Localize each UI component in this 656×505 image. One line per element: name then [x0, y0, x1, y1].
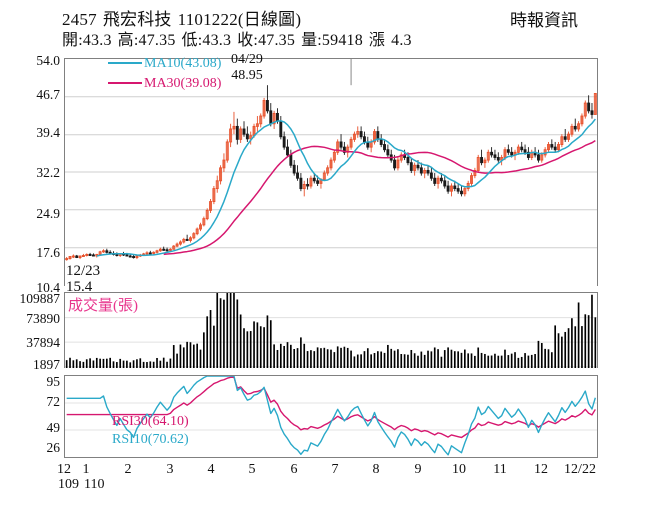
x-axis-tick-0: 12 [57, 462, 71, 477]
chart-header: 2457 飛宏科技 1101222(日線圖) 開:43.3 高:47.35 低:43.3… [0, 0, 656, 50]
x-axis-tick-3: 3 [166, 462, 174, 477]
ma30-color-swatch [108, 82, 142, 84]
header-quote-line: 開:43.3 高:47.35 低:43.3 收:47.35 量:59418 漲 4.3 [62, 26, 412, 50]
start-annotation-date: 12/23 [66, 263, 101, 279]
header-title-line: 2457 飛宏科技 1101222(日線圖) [62, 5, 301, 30]
peak-annotation-date: 04/29 [231, 52, 263, 67]
x-axis-tick-12: 12 [534, 462, 548, 477]
price-ytick-5: 17.6 [36, 245, 60, 260]
rsi-ytick-0: 26 [46, 440, 61, 455]
rsi10-legend: RSI10(70.62) [112, 432, 189, 447]
rsi-ytick-1: 49 [46, 420, 61, 435]
stock-code: 2457 [62, 10, 97, 29]
start-annotation-value: 15.4 [66, 279, 93, 295]
price-ytick-0: 54.0 [36, 53, 60, 68]
high-label: 高: [117, 32, 139, 49]
volume-value: 59418 [321, 32, 363, 49]
ma30-legend-label: MA30(39.08) [144, 76, 222, 91]
volume-ytick-3: 109887 [19, 291, 61, 306]
price-ytick-3: 32.2 [36, 165, 60, 180]
low-value: 43.3 [202, 32, 232, 49]
change-value: 4.3 [391, 32, 412, 49]
x-axis-year-right: 110 [84, 477, 105, 492]
x-axis-year-left: 109 [58, 477, 79, 492]
x-axis-tick-9: 9 [414, 462, 422, 477]
x-axis-tick-1: 1 [82, 462, 90, 477]
rsi10-legend-label: RSI10(70.62) [112, 432, 189, 447]
volume-ytick-1: 37894 [26, 335, 60, 350]
change-label: 漲 [368, 32, 386, 49]
price-ytick-2: 39.4 [36, 125, 60, 140]
ma10-legend-label: MA10(43.08) [144, 56, 222, 71]
x-axis-tick-7: 7 [331, 462, 339, 477]
price-chart-panel[interactable] [64, 58, 598, 286]
x-axis: 12 1 2 3 4 5 6 7 8 9 10 11 12 12/22 [0, 462, 656, 502]
ma10-legend: MA10(43.08) [108, 56, 221, 71]
low-label: 低: [181, 32, 203, 49]
rsi30-legend-label: RSI30(64.10) [112, 414, 189, 429]
volume-chart-panel[interactable] [64, 292, 598, 368]
open-value: 43.3 [82, 32, 112, 49]
x-axis-tick-8: 8 [372, 462, 380, 477]
ma30-legend: MA30(39.08) [108, 76, 221, 91]
peak-annotation-value: 48.95 [231, 68, 263, 83]
volume-ytick-0: 1897 [33, 357, 60, 372]
rsi-ytick-2: 72 [46, 394, 61, 409]
close-value: 47.35 [258, 32, 296, 49]
ma10-color-swatch [108, 62, 142, 64]
chart-date-mode: 1101222(日線圖) [177, 10, 302, 29]
x-axis-tick-5: 5 [248, 462, 256, 477]
price-ytick-6: 10.4 [36, 280, 60, 295]
high-value: 47.35 [138, 32, 176, 49]
volume-label: 量: [301, 32, 322, 49]
x-axis-tick-11: 11 [493, 462, 507, 477]
open-label: 開: [62, 32, 83, 49]
x-axis-tick-10: 10 [452, 462, 466, 477]
price-ytick-1: 46.7 [36, 87, 60, 102]
x-axis-tick-2: 2 [124, 462, 132, 477]
rsi30-legend: RSI30(64.10) [112, 414, 189, 429]
stock-name: 飛宏科技 [102, 10, 172, 29]
volume-ytick-2: 73890 [26, 311, 60, 326]
rsi-ytick-3: 95 [46, 374, 61, 389]
rsi-chart-panel[interactable] [64, 375, 598, 458]
volume-panel-title: 成交量(張) [68, 298, 138, 314]
data-provider: 時報資訊 [510, 11, 578, 30]
x-axis-tick-13: 12/22 [564, 462, 596, 477]
close-label: 收: [237, 32, 259, 49]
x-axis-tick-6: 6 [290, 462, 298, 477]
x-axis-tick-4: 4 [207, 462, 215, 477]
price-ytick-4: 24.9 [36, 206, 60, 221]
